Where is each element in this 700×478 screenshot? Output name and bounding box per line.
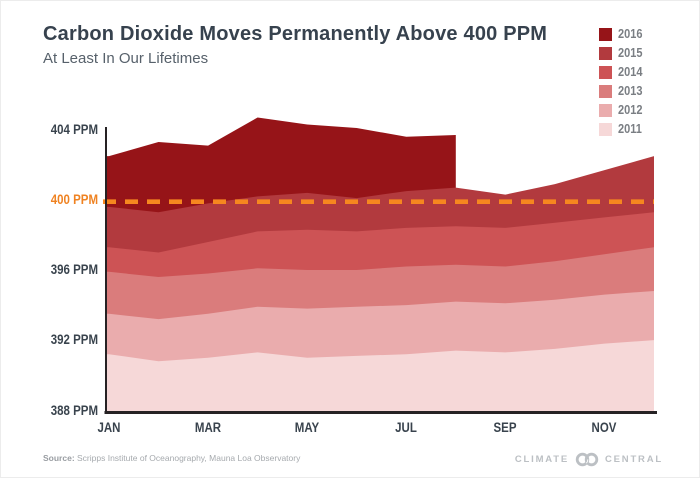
legend-item-2011: 2011 <box>599 120 689 138</box>
legend-label-2011: 2011 <box>618 122 642 136</box>
legend-label-2016: 2016 <box>618 27 643 41</box>
y-tick-388: 388 PPM <box>50 402 98 418</box>
source-note: Source: Scripps Institute of Oceanograph… <box>43 453 300 463</box>
legend-label-2013: 2013 <box>618 84 643 98</box>
climate-central-rings-icon <box>575 452 599 467</box>
source-text: Scripps Institute of Oceanography, Mauna… <box>74 453 301 463</box>
page-title: Carbon Dioxide Moves Permanently Above 4… <box>43 23 548 45</box>
area-series-2011 <box>106 340 654 414</box>
x-tick-jul: JUL <box>395 420 418 435</box>
y-tick-392: 392 PPM <box>50 332 98 348</box>
page-subtitle: At Least In Our Lifetimes <box>43 50 209 67</box>
y-tick-396: 396 PPM <box>50 262 98 278</box>
legend-swatch-2015 <box>599 46 612 60</box>
legend-item-2015: 2015 <box>599 44 689 62</box>
legend-item-2012: 2012 <box>599 101 689 119</box>
legend-swatch-2011 <box>599 122 612 136</box>
source-label: Source: <box>43 453 75 463</box>
legend-swatch-2013 <box>599 84 612 98</box>
legend-swatch-2014 <box>599 65 612 79</box>
x-tick-may: MAY <box>294 420 320 435</box>
climate-central-logo: CLIMATE CENTRAL <box>515 451 663 468</box>
y-tick-404: 404 PPM <box>50 122 98 138</box>
x-tick-jan: JAN <box>97 420 121 435</box>
chart-legend: 2016 2015 2014 2013 2012 2011 <box>599 25 689 139</box>
legend-swatch-2012 <box>599 103 612 117</box>
legend-item-2013: 2013 <box>599 82 689 100</box>
x-tick-sep: SEP <box>493 420 517 435</box>
legend-label-2014: 2014 <box>618 65 643 79</box>
legend-label-2012: 2012 <box>618 103 643 117</box>
logo-word-climate: CLIMATE <box>514 454 569 465</box>
x-tick-mar: MAR <box>195 420 222 435</box>
logo-word-central: CENTRAL <box>605 454 663 465</box>
legend-label-2015: 2015 <box>618 46 643 60</box>
y-tick-400: 400 PPM <box>50 192 98 208</box>
legend-item-2016: 2016 <box>599 25 689 43</box>
legend-swatch-2016 <box>599 27 612 41</box>
legend-item-2014: 2014 <box>599 63 689 81</box>
x-tick-nov: NOV <box>592 420 617 435</box>
